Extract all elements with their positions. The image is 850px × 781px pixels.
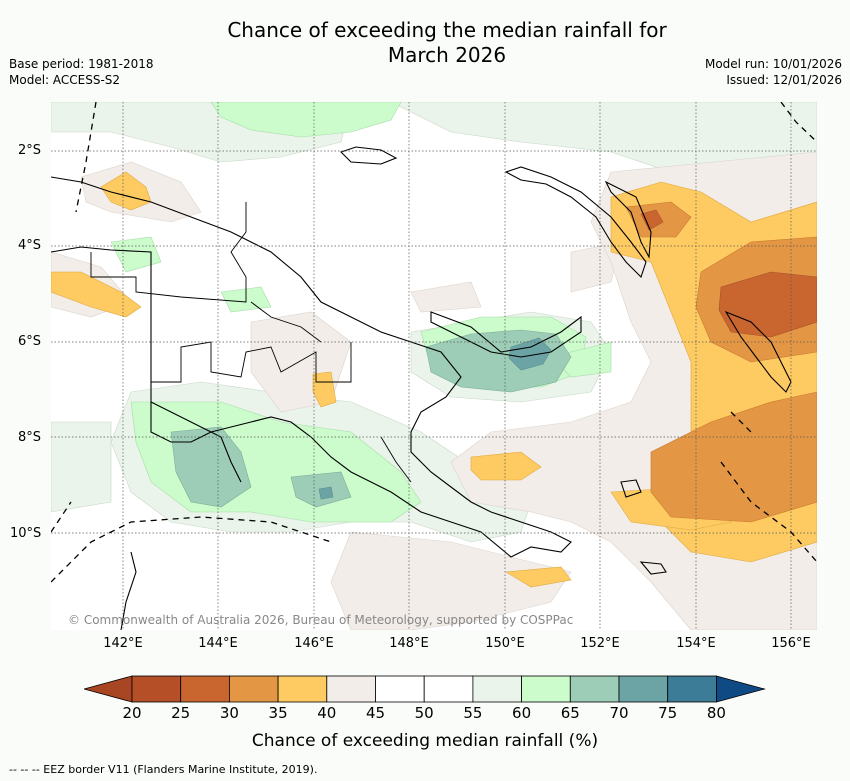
eez-footer-note: -- -- -- EEZ border V11 (Flanders Marine…	[9, 763, 318, 776]
meta-right: Model run: 10/01/2026 Issued: 12/01/2026	[705, 56, 842, 88]
colorbar-tick-label: 60	[512, 704, 532, 722]
title-line-1: Chance of exceeding the median rainfall …	[227, 18, 667, 42]
colorbar-tick-label: 55	[463, 704, 483, 722]
colorbar-tick-label: 25	[171, 704, 191, 722]
colorbar-lower-extend	[84, 675, 133, 703]
colorbar-segment	[521, 675, 571, 703]
colorbar-tick-label: 70	[609, 704, 629, 722]
colorbar-segment	[569, 675, 620, 703]
colorbar	[84, 675, 766, 703]
lon-label-154e: 154°E	[676, 636, 716, 651]
colorbar-tick-label: 65	[560, 704, 580, 722]
colorbar-tick-label: 40	[317, 704, 337, 722]
lat-label-10s: 10°S	[10, 526, 42, 541]
lat-label-2s: 2°S	[18, 143, 42, 158]
colorbar-segment	[277, 675, 328, 703]
eez-borders	[51, 102, 817, 583]
colorbar-segment	[131, 675, 182, 703]
lon-label-144e: 144°E	[198, 636, 238, 651]
colorbar-tick-label: 75	[658, 704, 678, 722]
coastlines	[51, 146, 792, 630]
rainfall-map	[51, 102, 817, 630]
map-title: Chance of exceeding the median rainfall …	[150, 18, 744, 68]
colorbar-segment	[326, 675, 376, 703]
colorbar-tick-label: 50	[414, 704, 434, 722]
lon-label-156e: 156°E	[771, 636, 811, 651]
colorbar-segment	[228, 675, 279, 703]
graticule	[51, 102, 817, 630]
colorbar-tick-label: 80	[706, 704, 726, 722]
model-run: Model run: 10/01/2026	[704, 57, 842, 71]
colorbar-tick-label: 45	[365, 704, 386, 722]
colorbar-segment	[423, 675, 474, 703]
colorbar-upper-extend	[716, 675, 766, 703]
lat-label-8s: 8°S	[18, 430, 42, 445]
colorbar-segment	[375, 675, 425, 703]
colorbar-segment	[667, 675, 717, 703]
base-period: Base period: 1981-2018	[9, 57, 154, 71]
colorbar-segment	[618, 675, 669, 703]
colorbar-tick-label: 30	[219, 704, 239, 722]
lon-label-152e: 152°E	[580, 636, 620, 651]
lon-label-150e: 150°E	[485, 636, 525, 651]
model-name: Model: ACCESS-S2	[9, 73, 121, 87]
lon-label-148e: 148°E	[389, 636, 429, 651]
probability-25-30-regions	[640, 209, 817, 338]
colorbar-tick-label: 20	[122, 704, 142, 722]
title-line-2: March 2026	[387, 43, 507, 67]
colorbar-segment	[180, 675, 230, 703]
map-svg	[51, 102, 817, 630]
colorbar-segments	[84, 675, 766, 703]
meta-left: Base period: 1981-2018 Model: ACCESS-S2	[9, 56, 154, 88]
province-borders	[90, 202, 412, 483]
issued-date: Issued: 12/01/2026	[726, 73, 842, 87]
lon-label-146e: 146°E	[294, 636, 334, 651]
lat-label-6s: 6°S	[18, 334, 42, 349]
colorbar-segment	[472, 675, 522, 703]
colorbar-tick-label: 35	[268, 704, 288, 722]
probability-70-75-regions	[318, 337, 552, 500]
colorbar-title: Chance of exceeding median rainfall (%)	[251, 731, 599, 751]
lon-label-142e: 142°E	[103, 636, 143, 651]
copyright-text: © Commonwealth of Australia 2026, Bureau…	[68, 613, 574, 627]
lat-label-4s: 4°S	[18, 238, 42, 253]
